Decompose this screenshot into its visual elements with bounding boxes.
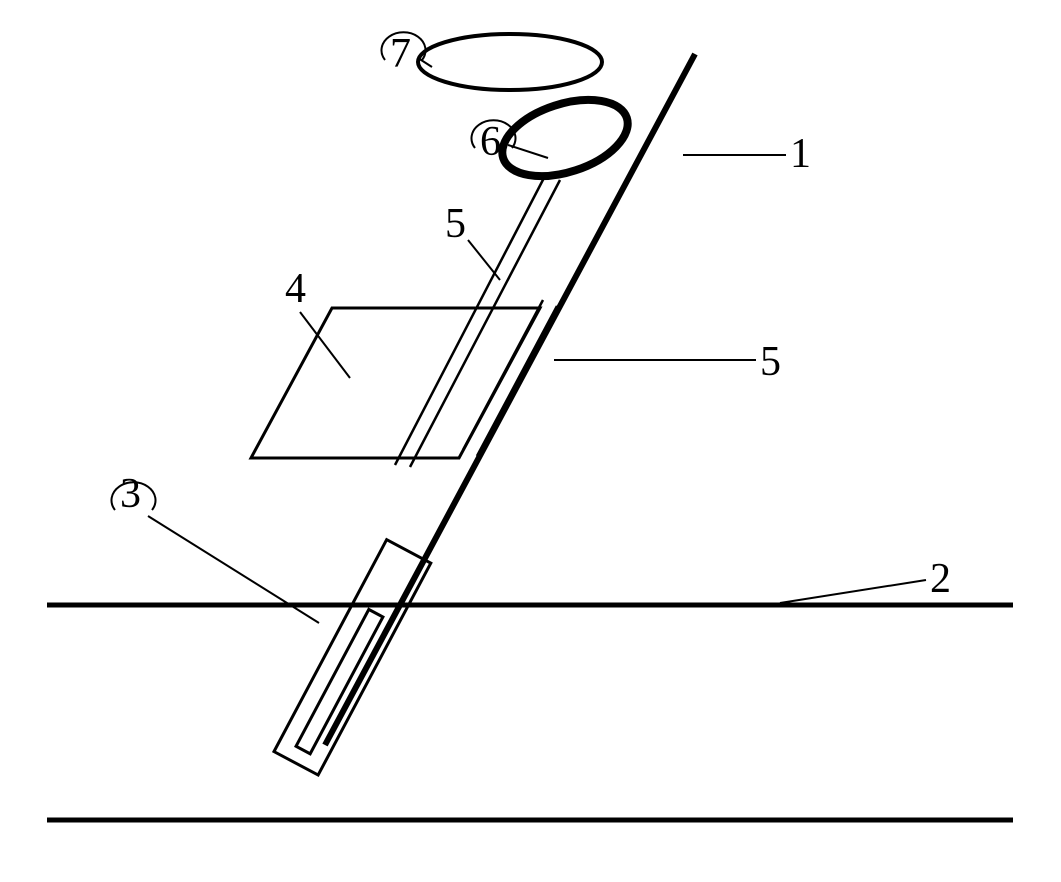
leader-6	[508, 145, 548, 158]
label-6: 6	[480, 118, 501, 166]
parallelogram-4	[251, 308, 540, 458]
label-1: 1	[790, 130, 811, 178]
tube-5-left-a	[395, 174, 546, 465]
ellipse-7	[418, 34, 602, 90]
tube-5-left-b	[410, 180, 560, 467]
label-5b: 5	[760, 338, 781, 386]
diagram-canvas	[0, 0, 1061, 882]
label-5: 5	[445, 200, 466, 248]
ellipse-6	[493, 86, 638, 191]
leader-2	[780, 580, 926, 603]
leader-5	[468, 240, 500, 280]
label-3: 3	[120, 470, 141, 518]
tube-5-right-b	[477, 306, 557, 456]
label-4: 4	[285, 265, 306, 313]
label-7: 7	[390, 30, 411, 78]
inner-rect-3	[274, 540, 431, 775]
tube-5-right-a	[463, 300, 543, 450]
main-rod	[325, 54, 695, 745]
label-2: 2	[930, 555, 951, 603]
